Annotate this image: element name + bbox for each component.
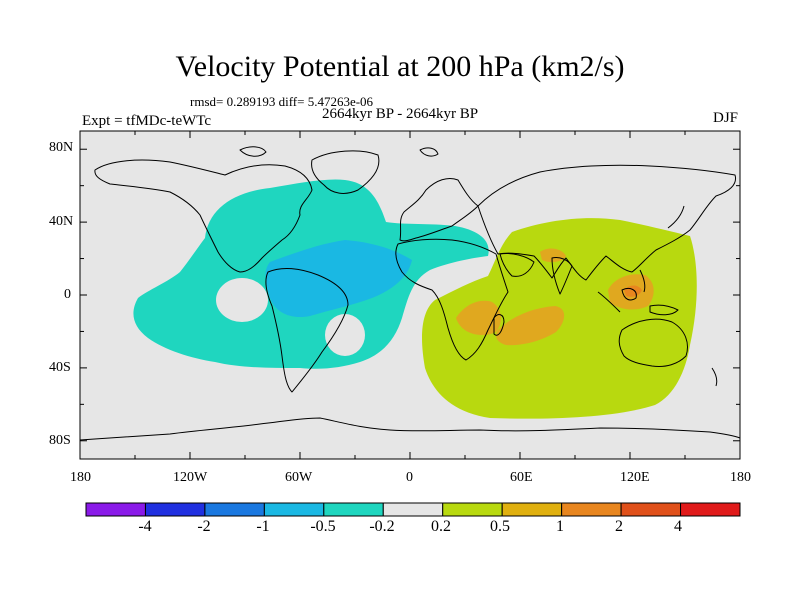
y-tick-label: 40S [49, 360, 71, 375]
period-label: 2664kyr BP - 2664kyr BP [322, 106, 479, 122]
region-arabian-core [540, 248, 566, 263]
coast-svalbard [419, 147, 439, 157]
coast-greenland [311, 150, 380, 194]
coast-north-america [94, 159, 313, 273]
colorbar-label: -0.2 [369, 518, 395, 535]
x-tick-label: 0 [406, 470, 413, 485]
y-tick-label: 40N [49, 214, 74, 229]
season-label: DJF [713, 110, 739, 126]
coast-south-america [265, 267, 349, 393]
colorbar-box [501, 502, 563, 517]
coastlines [79, 146, 741, 441]
y-tick-label: 80S [49, 433, 71, 448]
coast-arctic-islands [239, 146, 267, 157]
colorbar-box [620, 502, 682, 517]
coast-australia [618, 318, 688, 367]
colorbar-label: -4 [138, 518, 152, 535]
colorbar-label: -2 [197, 518, 211, 535]
colorbar-label: 0.5 [490, 518, 510, 535]
x-tick-label: 180 [730, 470, 751, 485]
colorbar-box [442, 502, 503, 517]
colorbar-box [204, 502, 265, 517]
x-tick-label: 120W [173, 470, 208, 485]
colorbar-box [323, 502, 384, 517]
colorbar-label: 4 [674, 518, 682, 535]
x-tick-label: 120E [620, 470, 650, 485]
region-hole-south-atlantic [325, 314, 365, 356]
coast-india [551, 257, 573, 295]
region-indian-core-central [496, 306, 565, 346]
axis-ticks [79, 131, 741, 459]
rmsd-diff-stats: rmsd= 0.289193 diff= 5.47263e-06 [190, 94, 374, 109]
coast-new-zealand [711, 367, 718, 387]
coast-antarctica [79, 417, 741, 441]
region-hole-east-pacific [216, 278, 268, 322]
coast-philippines [639, 269, 646, 293]
colorbar-label: -0.5 [310, 518, 336, 535]
experiment-label: Expt = tfMDc-teWTc [82, 113, 212, 129]
coast-borneo [621, 287, 637, 301]
coast-asia [477, 164, 737, 281]
y-tick-label: 80N [49, 140, 74, 155]
x-tick-label: 180 [70, 470, 91, 485]
colorbar-box [561, 502, 622, 517]
colorbar-box [263, 502, 325, 517]
coast-arabia [499, 253, 535, 277]
y-tick-label: 0 [64, 287, 71, 302]
coast-new-guinea [649, 304, 679, 316]
coast-africa [395, 238, 509, 361]
colorbar-label: 0.2 [431, 518, 451, 535]
coast-sumatra [597, 291, 621, 313]
coast-madagascar [493, 314, 505, 336]
coast-japan [667, 205, 685, 229]
coast-europe [399, 177, 479, 242]
colorbar-label: 2 [615, 518, 623, 535]
chart-title: Velocity Potential at 200 hPa (km2/s) [175, 50, 625, 83]
colorbar-label: -1 [256, 518, 270, 535]
colorbar-box [85, 502, 146, 517]
region-americas-core [265, 240, 412, 318]
colorbar-box [382, 502, 444, 517]
colorbar-box [680, 502, 741, 517]
x-tick-label: 60E [510, 470, 533, 485]
colorbar-label: 1 [556, 518, 564, 535]
colorbar-box [144, 502, 206, 517]
x-tick-label: 60W [285, 470, 313, 485]
colorbar [85, 502, 741, 517]
